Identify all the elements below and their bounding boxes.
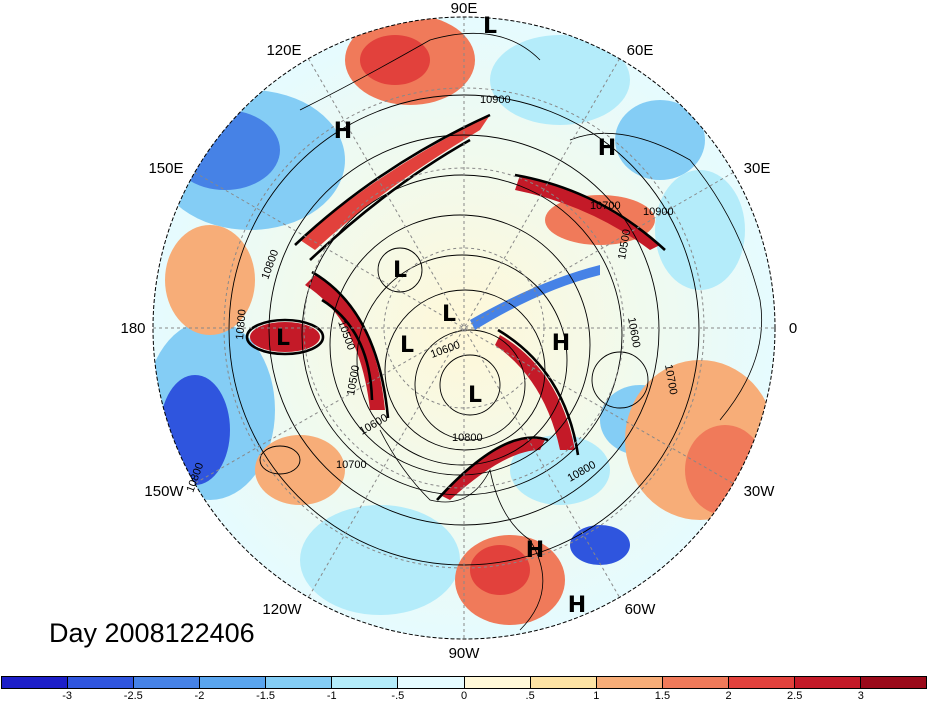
map-boundary [152,16,776,640]
contour-label: 10700 [336,459,367,471]
colorbar-swatch [200,677,267,688]
lon-label: 150W [144,483,184,500]
low-marker: L [393,258,407,283]
longitude-labels: 90E 60E 30E 0 30W 60W 90W 120W 150W 180 … [120,0,797,662]
coastlines [299,32,763,631]
colorbar-tick-label: -1.5 [256,690,276,702]
contour-label: 10600 [625,316,642,348]
colorbar-tick-label: .5 [525,690,535,702]
lon-label: 30E [744,160,771,177]
colorbar-tick-label: -3 [62,690,73,702]
lon-label: 0 [789,320,797,337]
high-marker: H [598,136,616,161]
contour-label: 10800 [234,309,249,341]
colorbar-swatch [861,677,927,688]
lon-label: 120E [266,42,301,59]
colorbar-swatch [134,677,201,688]
colorbar-swatch [596,677,663,688]
plot-title: Day 2008122406 [49,618,255,648]
high-marker: H [552,331,570,356]
lon-label: 120W [262,601,302,618]
contour-label: 10700 [662,363,679,395]
colorbar-swatch [794,677,862,688]
colorbar-swatch [728,677,795,688]
low-marker: L [468,383,482,408]
colorbar-swatch [68,677,135,688]
colorbar-labels: -3 -2.5 -2 -1.5 -1 -.5 0 .5 1 1.5 2 2.5 3 [0,690,928,702]
colorbar-swatch [398,677,465,688]
contour-label: 10800 [452,432,483,444]
colorbar-swatch [530,677,597,688]
colorbar-tick-label: -2 [194,690,205,702]
lon-label: 90E [451,0,478,17]
lon-label: 60W [625,601,657,618]
colorbar-tick-label: 2 [725,690,732,702]
low-marker: L [276,326,290,351]
contour-label: 10700 [590,200,621,212]
contour-label: 10900 [643,206,674,218]
lon-label: 150E [148,160,183,177]
colorbar-tick-label: -.5 [391,690,405,702]
colorbar-tick-label: 0 [460,690,468,702]
high-marker: H [568,593,586,618]
lon-label: 180 [120,320,145,337]
high-marker: H [334,119,352,144]
contour-label: 10500 [616,228,633,260]
colorbar-tick-label: 3 [857,690,864,702]
colorbar-tick-label: 1.5 [654,690,671,702]
colorbar-tick-label: -2.5 [123,690,143,702]
pressure-centers: L H H L L L H L L H H [276,14,616,618]
low-marker: L [442,302,456,327]
colorbar-swatch [266,677,333,688]
colorbar-swatch [332,677,399,688]
colorbar-tick-label: 1 [593,690,600,702]
low-marker: L [483,14,497,39]
contour-label: 10900 [480,94,511,106]
lon-label: 30W [744,483,776,500]
low-marker: L [400,333,414,358]
lon-label: 60E [627,42,654,59]
colorbar [1,676,927,689]
lon-label: 90W [449,645,481,662]
graticule [153,17,775,639]
colorbar-tick-label: -1 [326,690,337,702]
colorbar-swatch [662,677,729,688]
colorbar-swatch [2,677,69,688]
high-marker: H [526,538,544,563]
colorbar-tick-label: 2.5 [787,690,803,702]
contour-label: 10500 [345,364,362,396]
colorbar-swatch [464,677,531,688]
